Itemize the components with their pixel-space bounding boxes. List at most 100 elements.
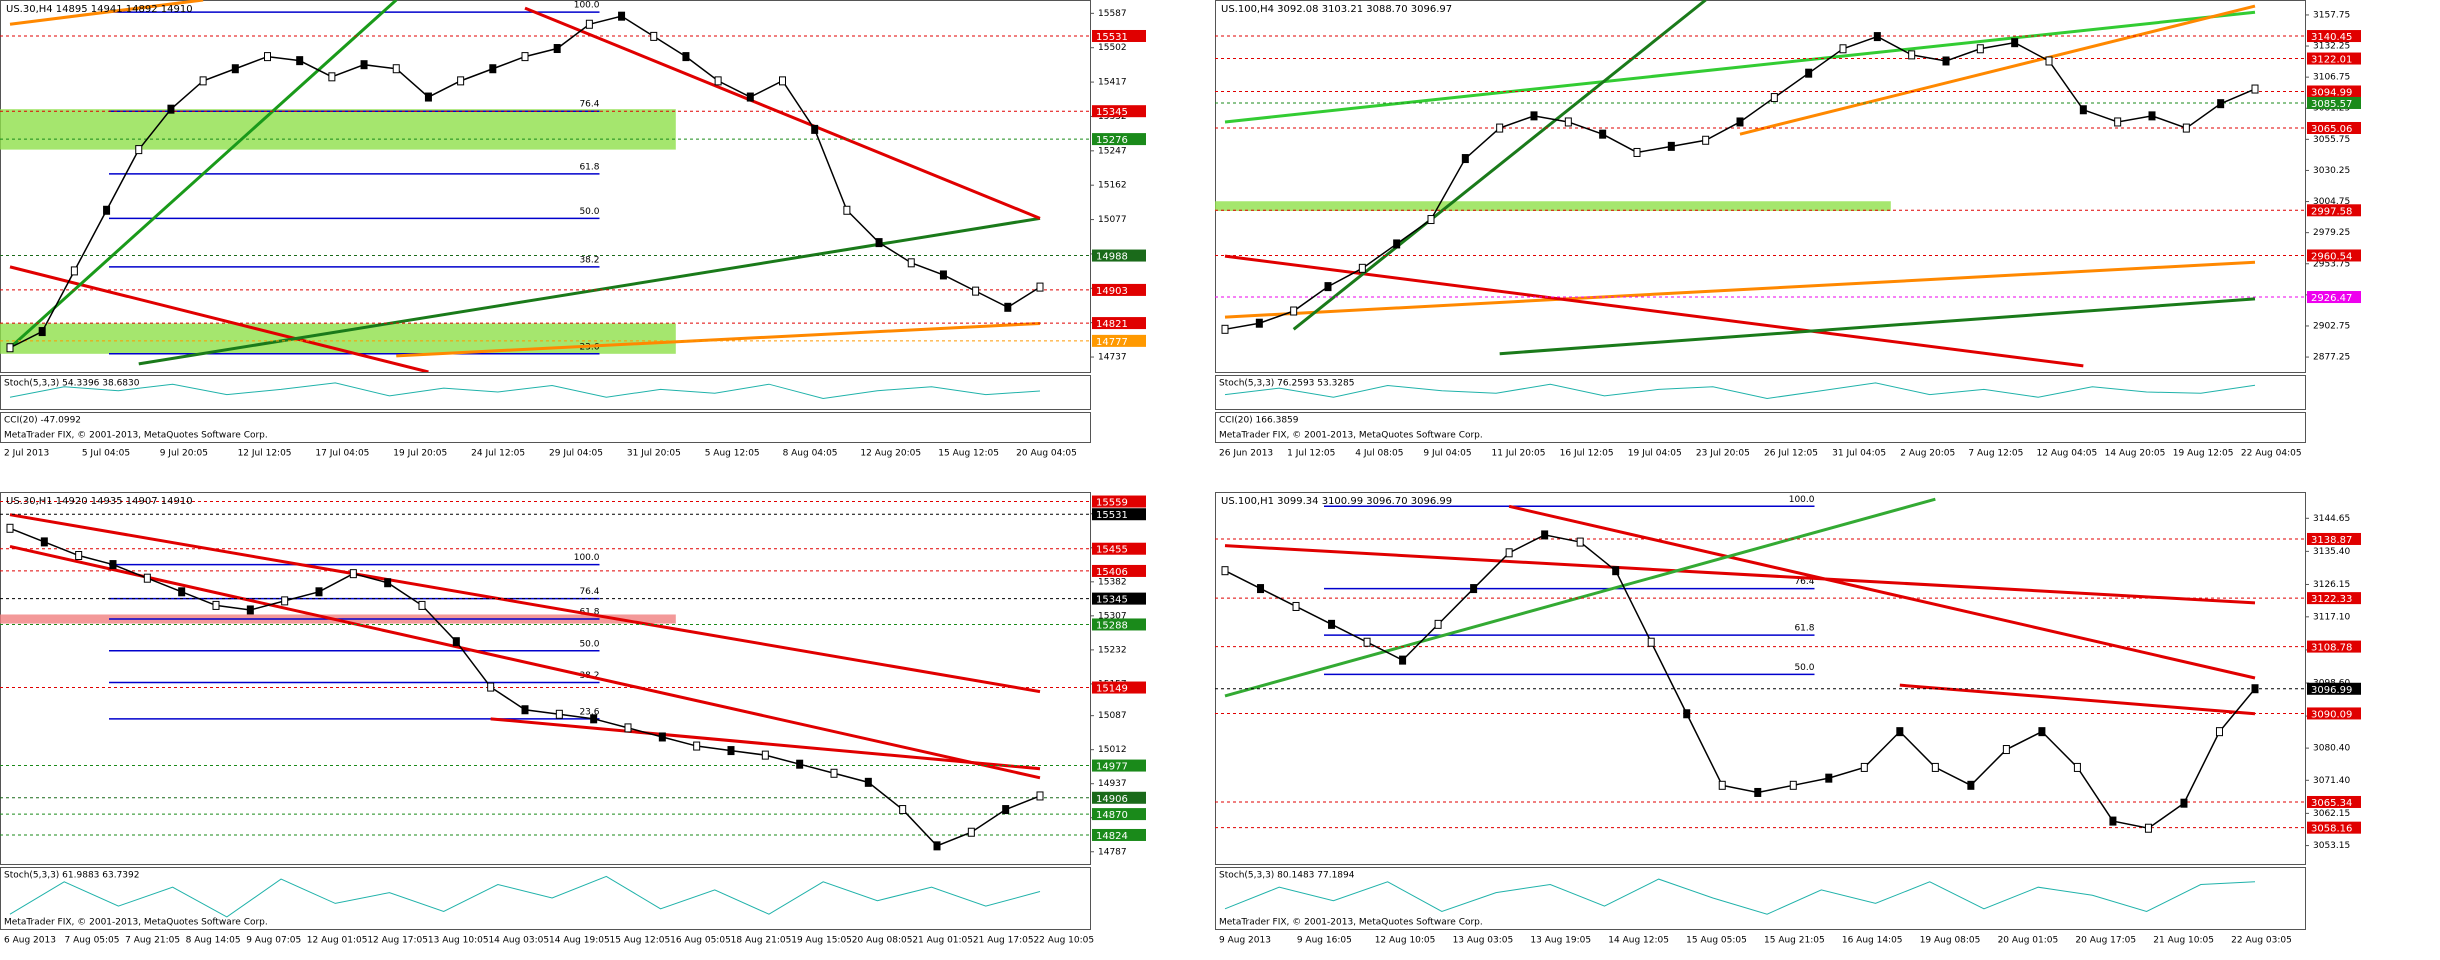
- price-tag-label: 14870: [1096, 810, 1128, 821]
- candle: [452, 637, 460, 647]
- cci-label: CCI(20) 166.3859: [1219, 416, 1299, 426]
- candle: [1221, 324, 1229, 334]
- candle: [1004, 302, 1012, 312]
- fib-label: 50.0: [579, 639, 599, 649]
- candle: [1736, 117, 1744, 127]
- candle: [199, 76, 207, 86]
- candle: [967, 827, 975, 837]
- price-tag-label: 15531: [1096, 510, 1128, 521]
- price-tag: [1092, 564, 1146, 577]
- y-tick-label: 15247: [1098, 146, 1127, 156]
- candle: [418, 600, 426, 610]
- y-tick-label: 2877.25: [2313, 353, 2350, 363]
- candle: [6, 343, 14, 353]
- fib-label: 61.8: [1794, 624, 1814, 634]
- plot-area: 100.076.461.850.038.223.6: [0, 501, 1090, 851]
- x-tick-label: 15 Aug 21:05: [1764, 936, 1825, 946]
- candle: [1683, 709, 1691, 719]
- candle: [70, 266, 78, 276]
- candle: [796, 759, 804, 769]
- price-tag: [2307, 30, 2361, 43]
- watermark: MetaTrader FIX, © 2001-2013, MetaQuotes …: [1219, 431, 1483, 441]
- x-tick-label: 17 Jul 04:05: [315, 449, 369, 459]
- price-tag: [1092, 133, 1146, 146]
- x-tick-label: 9 Aug 2013: [1219, 936, 1271, 946]
- candle: [618, 11, 626, 21]
- trend-line: [1292, 0, 1707, 331]
- candle: [521, 52, 529, 62]
- x-tick-label: 20 Aug 08:05: [852, 936, 913, 946]
- candle: [489, 64, 497, 74]
- x-tick-label: 21 Aug 10:05: [2153, 936, 2214, 946]
- candle: [1255, 318, 1263, 328]
- candle: [1036, 282, 1044, 292]
- price-tag-label: 15276: [1096, 135, 1128, 146]
- x-tick-label: 5 Jul 04:05: [82, 449, 130, 459]
- candle: [682, 52, 690, 62]
- price-tag-label: 3096.99: [2311, 685, 2352, 696]
- price-tag-label: 3065.34: [2311, 798, 2352, 809]
- candle: [727, 746, 735, 756]
- candle: [6, 523, 14, 533]
- price-tag: [2307, 121, 2361, 134]
- price-tag-label: 3094.99: [2311, 87, 2352, 98]
- candle: [761, 750, 769, 760]
- trend-line: [524, 6, 1041, 220]
- candle: [2148, 111, 2156, 121]
- candle: [264, 52, 271, 62]
- x-tick-label: 22 Aug 03:05: [2231, 936, 2292, 946]
- y-tick-label: 14787: [1098, 847, 1127, 857]
- price-tag: [1092, 618, 1146, 631]
- candle: [2182, 123, 2190, 133]
- candle: [1825, 773, 1833, 783]
- y-tick-label: 3157.75: [2313, 10, 2350, 20]
- fib-label: 100.0: [574, 553, 600, 563]
- zone: [1215, 201, 1891, 212]
- candle: [907, 258, 915, 268]
- candle: [1667, 141, 1675, 151]
- trend-line: [9, 544, 1041, 780]
- y-tick-label: 15232: [1098, 645, 1127, 655]
- chart-header: US.30,H4 14895 14941 14892 14910: [6, 4, 193, 15]
- fib-label: 76.4: [579, 587, 599, 597]
- candle: [178, 587, 186, 597]
- y-tick-label: 15587: [1098, 9, 1127, 19]
- candle: [1505, 548, 1513, 558]
- x-tick-label: 31 Jul 04:05: [1832, 449, 1886, 459]
- candle: [779, 76, 786, 86]
- y-tick-label: 15502: [1098, 43, 1127, 53]
- x-tick-label: 9 Jul 04:05: [1423, 449, 1471, 459]
- candle: [521, 705, 529, 715]
- fib-label: 61.8: [579, 608, 599, 618]
- price-tag-label: 15149: [1096, 684, 1128, 695]
- y-tick-label: 3030.25: [2313, 166, 2350, 176]
- candle: [553, 44, 561, 54]
- candle: [1754, 787, 1762, 797]
- price-line: [1224, 534, 2256, 830]
- price-tag-label: 3058.16: [2311, 824, 2352, 835]
- y-tick-label: 3055.75: [2313, 135, 2350, 145]
- x-tick-label: 9 Aug 07:05: [246, 936, 301, 946]
- candle: [1470, 584, 1478, 594]
- cci-label: CCI(20) -47.0992: [4, 416, 81, 426]
- x-tick-label: 7 Aug 05:05: [65, 936, 120, 946]
- plot-frame: [0, 0, 1091, 373]
- fib-label: 23.6: [579, 707, 599, 717]
- candle: [1358, 263, 1366, 273]
- trend-line: [490, 717, 1041, 771]
- y-tick-label: 3106.75: [2313, 73, 2350, 83]
- price-tag: [1092, 495, 1146, 508]
- candle: [1461, 154, 1469, 164]
- chart-panel: 100.076.461.850.038.223.6US.30,H4 14895 …: [0, 0, 1146, 459]
- trend-line: [1224, 254, 2084, 368]
- candle: [1789, 780, 1797, 790]
- candle: [75, 551, 83, 561]
- x-tick-label: 20 Aug 17:05: [2075, 936, 2136, 946]
- y-tick-label: 2902.75: [2313, 321, 2350, 331]
- price-tag: [1092, 759, 1146, 772]
- x-tick-label: 13 Aug 19:05: [1530, 936, 1591, 946]
- x-tick-label: 22 Aug 10:05: [1033, 936, 1094, 946]
- candle: [1967, 780, 1975, 790]
- candle: [424, 92, 432, 102]
